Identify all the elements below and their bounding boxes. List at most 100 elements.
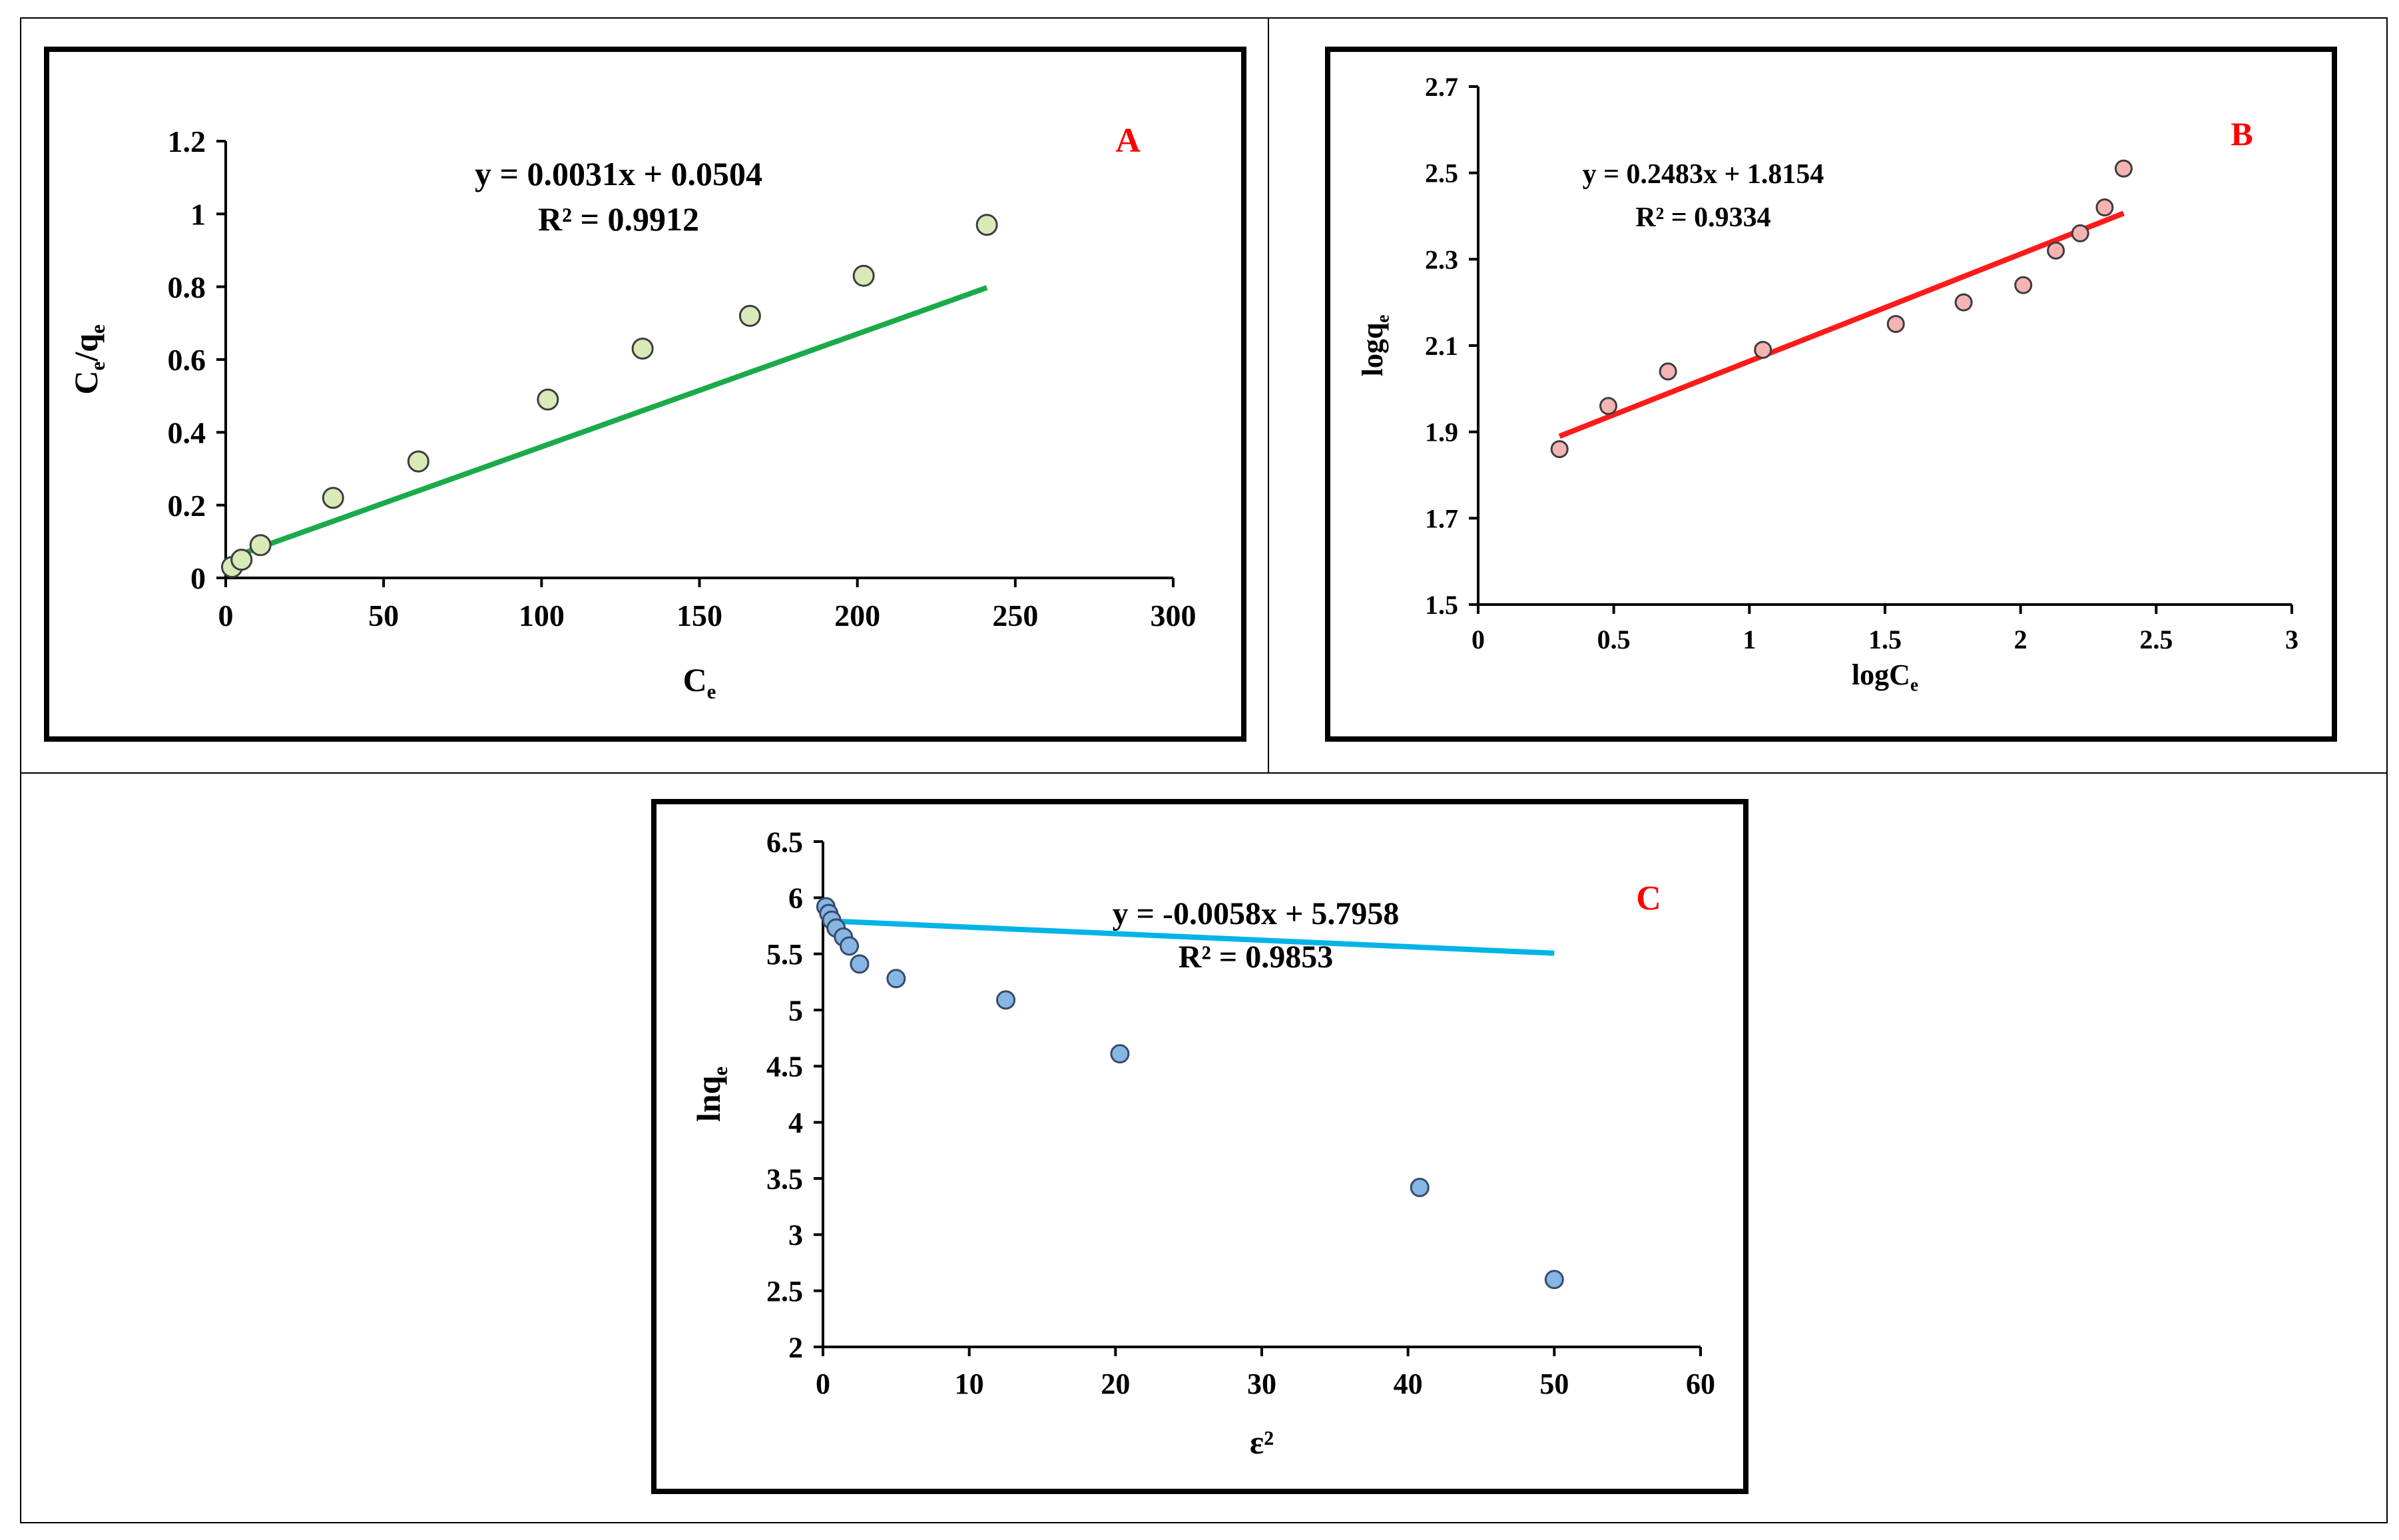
y-tick-label: 0.8 <box>168 270 206 304</box>
data-point <box>1754 340 1772 359</box>
data-point <box>1886 315 1905 334</box>
chart-b-svg: 1.5 1.7 1.9 2.1 2.3 2.5 2.7 0 0.5 1 1.5 2 2.5 3 y = 0.… <box>1356 72 2298 695</box>
x-axis-label-main: logC <box>1852 658 1910 691</box>
y-tick-label: 0.2 <box>168 489 206 523</box>
data-point <box>249 534 272 557</box>
y-tick-label: 2.5 <box>766 1275 803 1308</box>
data-point <box>738 304 761 327</box>
data-point <box>1954 293 1973 312</box>
panel-label: B <box>2231 115 2253 152</box>
x-tick-label: 200 <box>834 599 880 633</box>
data-point <box>850 954 870 974</box>
chart-panel-c: 2 2.5 3 3.5 4 4.5 5 5.5 6 6.5 0 10 20 30 40 50 60 y = -0.… <box>651 799 1748 1494</box>
y-tick-label: 5.5 <box>766 938 803 971</box>
data-point <box>1599 397 1618 415</box>
chart-c-svg: 2 2.5 3 3.5 4 4.5 5 5.5 6 6.5 0 10 20 30 40 50 60 y = -0.… <box>690 826 1715 1461</box>
y-tick-label: 1.2 <box>168 125 206 158</box>
data-point <box>537 388 559 411</box>
y-tick-label: 0.4 <box>168 415 206 449</box>
y-axis-label-sub: e <box>86 324 109 334</box>
x-tick-label: 20 <box>1101 1368 1130 1400</box>
trendline-equation: y = 0.2483x + 1.8154 <box>1583 159 1824 190</box>
trendline <box>826 917 1555 956</box>
y-tick-label: 6 <box>788 882 803 915</box>
x-tick-label: 0.5 <box>1597 625 1631 654</box>
x-tick-label: 100 <box>519 599 565 633</box>
y-tick-label: 2.3 <box>1425 244 1458 274</box>
x-tick-label: 0 <box>218 599 234 633</box>
x-tick-label: 0 <box>1471 625 1485 654</box>
y-tick-label: 3.5 <box>766 1162 803 1195</box>
x-tick-label: 300 <box>1151 599 1197 633</box>
data-point <box>996 990 1016 1010</box>
x-tick-label: 3 <box>2285 625 2298 654</box>
y-tick-label: 4.5 <box>766 1051 803 1083</box>
chart-panel-b: 1.5 1.7 1.9 2.1 2.3 2.5 2.7 0 0.5 1 1.5 2 2.5 3 y = 0.… <box>1325 47 2337 742</box>
y-axis-label-sub: e <box>708 1067 732 1076</box>
trendline <box>1558 210 2125 439</box>
x-tick-label: 0 <box>816 1368 830 1400</box>
trendline-equation: y = 0.0031x + 0.0504 <box>475 155 762 192</box>
data-point <box>840 936 860 956</box>
r-squared-label: R² = 0.9853 <box>1179 939 1333 975</box>
y-tick-label: 2 <box>788 1331 803 1364</box>
x-axis-label-sub: e <box>707 680 716 703</box>
y-axis-label-sub: e <box>1373 315 1393 323</box>
data-point <box>2047 241 2065 260</box>
x-tick-label: 10 <box>955 1368 984 1400</box>
data-point <box>1110 1044 1130 1064</box>
y-tick-label: 4 <box>788 1107 803 1139</box>
chart-panel-a: 0 0.2 0.4 0.6 0.8 1 1.2 0 50 100 150 200 250 300 y = 0… <box>44 47 1246 742</box>
data-point <box>230 549 253 571</box>
x-tick-label: 1.5 <box>1868 625 1902 654</box>
y-tick-label: 2.1 <box>1425 331 1458 361</box>
y-tick-label: 0.6 <box>168 343 206 377</box>
y-axis-label-main: /q <box>67 334 105 362</box>
data-point <box>2114 159 2133 178</box>
data-point <box>2071 224 2089 242</box>
y-axis-label-main: logq <box>1356 322 1389 376</box>
y-tick-label: 3 <box>788 1219 803 1252</box>
y-tick-label: 1.9 <box>1425 417 1458 447</box>
trendline-equation: y = -0.0058x + 5.7958 <box>1113 896 1400 931</box>
x-tick-label: 1 <box>1742 625 1756 654</box>
y-axis-label: Ce/qe <box>67 324 109 394</box>
y-tick-label: 1.7 <box>1425 503 1458 533</box>
panel-label: A <box>1115 122 1141 160</box>
data-point <box>1544 1270 1564 1290</box>
y-tick-label: 0 <box>190 561 206 595</box>
x-axis-label-main: C <box>683 661 707 698</box>
y-tick-label: 1.5 <box>1425 590 1458 620</box>
y-axis-label: lnqe <box>690 1067 732 1122</box>
y-axis-label-sub: e <box>86 362 109 371</box>
y-tick-label: 5 <box>788 994 803 1027</box>
cell-divider-vertical <box>1268 17 1269 773</box>
r-squared-label: R² = 0.9334 <box>1635 202 1770 233</box>
x-tick-label: 150 <box>676 599 722 633</box>
x-axis-label: logCe <box>1852 658 1918 695</box>
data-point <box>2095 198 2114 217</box>
figure-frame <box>20 17 2388 1523</box>
data-point <box>1410 1177 1430 1197</box>
x-axis-label-main: ε² <box>1250 1423 1274 1461</box>
r-squared-label: R² = 0.9912 <box>538 200 699 238</box>
data-point <box>886 969 906 989</box>
x-tick-label: 2 <box>2014 625 2027 654</box>
data-point <box>975 214 998 236</box>
data-point <box>322 487 344 509</box>
x-tick-label: 250 <box>992 599 1038 633</box>
x-axis-label-sub: e <box>1910 675 1918 695</box>
data-point <box>1550 440 1569 459</box>
y-axis-label-main: C <box>67 371 105 395</box>
panel-label: C <box>1636 880 1661 917</box>
y-tick-label: 6.5 <box>766 826 803 858</box>
x-axis-label: Ce <box>683 661 716 703</box>
x-tick-label: 50 <box>1539 1368 1569 1400</box>
x-tick-label: 2.5 <box>2139 625 2173 654</box>
data-point <box>852 264 875 287</box>
x-tick-label: 30 <box>1247 1368 1276 1400</box>
data-point <box>2014 276 2033 294</box>
trendline <box>231 285 988 560</box>
y-axis-label: logqe <box>1356 315 1393 377</box>
y-tick-label: 2.5 <box>1425 158 1458 188</box>
